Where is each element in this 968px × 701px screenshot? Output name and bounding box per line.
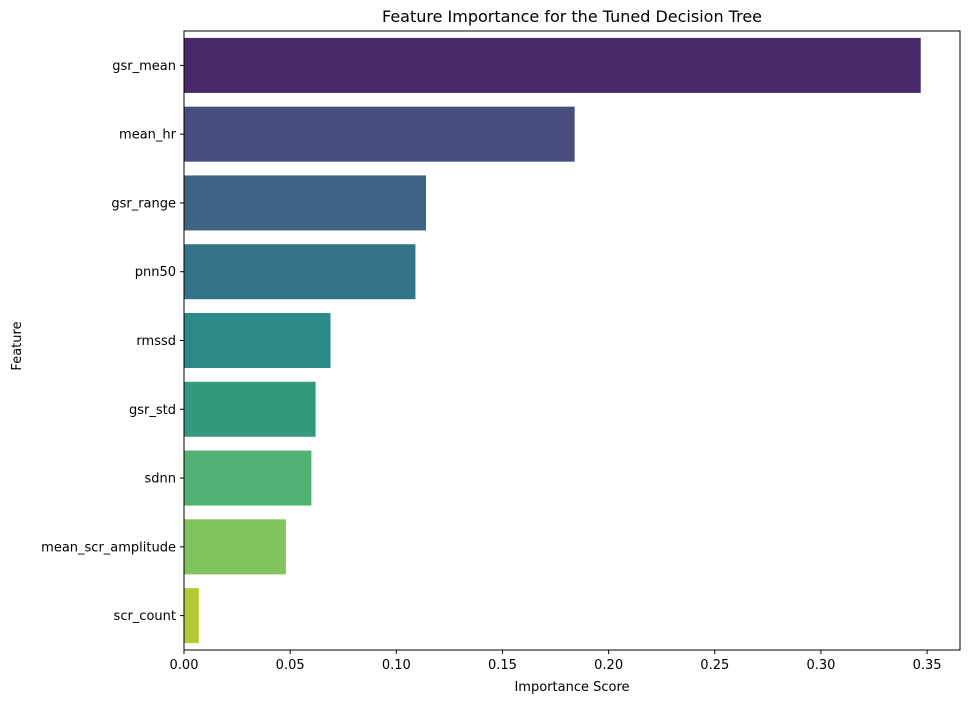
bar-gsr-std	[184, 381, 316, 437]
bar-rmssd	[184, 312, 331, 369]
chart-title: Feature Importance for the Tuned Decisio…	[382, 7, 762, 26]
x-tick-label: 0.05	[276, 658, 305, 673]
bar-mean-scr-amplitude	[184, 519, 286, 575]
y-tick-label: pnn50	[135, 265, 176, 280]
y-axis-ticks: gsr_mean mean_hr gsr_range pnn50 rmssd gsr_st…	[41, 59, 184, 624]
x-axis-ticks: 0.00 0.05 0.10 0.15 0.20 0.25 0.30 0.35	[170, 650, 942, 673]
bar-gsr-range	[184, 175, 427, 231]
bar-scr-count	[184, 588, 199, 644]
y-tick-label: gsr_range	[111, 196, 176, 211]
bar-sdnn	[184, 450, 312, 506]
x-tick-label: 0.25	[700, 658, 729, 673]
y-tick-label: sdnn	[144, 472, 176, 487]
bar-gsr-mean	[184, 37, 921, 93]
y-tick-label: mean_scr_amplitude	[41, 540, 176, 555]
bars-group	[184, 37, 921, 644]
x-tick-label: 0.00	[170, 658, 199, 673]
bar-mean-hr	[184, 106, 575, 162]
x-tick-label: 0.20	[594, 658, 623, 673]
y-tick-label: gsr_std	[129, 403, 176, 418]
y-tick-label: mean_hr	[119, 128, 177, 143]
x-tick-label: 0.30	[806, 658, 835, 673]
y-tick-label: gsr_mean	[112, 59, 176, 74]
bar-pnn50	[184, 244, 416, 300]
y-tick-label: rmssd	[136, 334, 176, 349]
x-tick-label: 0.35	[913, 658, 942, 673]
y-axis-label: Feature	[10, 321, 25, 370]
x-tick-label: 0.15	[488, 658, 517, 673]
y-tick-label: scr_count	[114, 609, 176, 624]
plot-border	[183, 30, 961, 651]
x-tick-label: 0.10	[382, 658, 411, 673]
x-axis-label: Importance Score	[514, 680, 629, 695]
plot-frame	[183, 30, 961, 651]
